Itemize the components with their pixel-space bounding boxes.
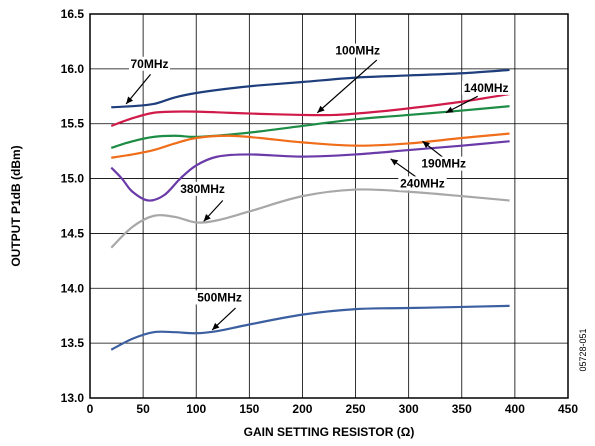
x-tick-label: 50 — [136, 402, 150, 416]
series-line-70mhz — [111, 68, 510, 109]
series-line-100mhz — [110, 93, 510, 127]
pointer-arrowhead-380mhz — [203, 214, 211, 222]
x-tick-label: 150 — [239, 402, 259, 416]
pointer-arrowhead-500mhz — [212, 322, 220, 330]
series-label-bg-380mhz — [178, 181, 227, 196]
series-label-70mhz: 70MHz — [130, 57, 168, 71]
series-label-500mhz: 500MHz — [197, 290, 242, 304]
x-tick-label: 450 — [558, 402, 578, 416]
series-label-bg-500mhz — [195, 290, 244, 305]
pointer-arrowhead-190mhz — [422, 141, 430, 149]
y-tick-label: 15.0 — [61, 172, 85, 186]
figure-id: 05728-051 — [578, 328, 588, 371]
series-label-190mhz: 190MHz — [421, 157, 466, 171]
series-layer — [110, 68, 510, 351]
series-line-240mhz — [110, 140, 510, 202]
series-label-bg-190mhz — [419, 156, 468, 171]
pointer-arrowhead-70mhz — [126, 96, 134, 104]
x-tick-label: 200 — [292, 402, 312, 416]
y-tick-label: 16.0 — [61, 62, 85, 76]
series-line-500mhz — [110, 304, 510, 351]
y-tick-label: 13.5 — [61, 336, 85, 350]
y-tick-label: 14.5 — [61, 226, 85, 240]
pointer-arrowhead-240mhz — [390, 158, 399, 166]
series-line-380mhz — [110, 188, 510, 249]
x-tick-label: 250 — [346, 402, 366, 416]
plot-frame — [89, 13, 569, 399]
x-tick-label: 400 — [505, 402, 525, 416]
y-axis-label: OUTPUT P1dB (dBm) — [9, 145, 23, 266]
series-label-bg-140mhz — [462, 80, 511, 95]
series-label-100mhz: 100MHz — [335, 44, 380, 58]
y-tick-labels: 13.0 13.5 14.0 14.5 15.0 15.5 16.0 16.5 — [61, 7, 85, 405]
x-tick-label: 300 — [399, 402, 419, 416]
y-tick-label: 15.5 — [61, 117, 85, 131]
x-tick-label: 100 — [186, 402, 206, 416]
pointer-arrowhead-100mhz — [317, 105, 325, 113]
series-label-140mhz: 140MHz — [464, 81, 509, 95]
series-label-bg-70mhz — [128, 56, 170, 71]
x-tick-labels: 0 50 100 150 200 250 300 350 400 450 — [87, 402, 579, 416]
series-line-190mhz — [111, 132, 510, 159]
x-tick-label: 350 — [452, 402, 472, 416]
series-label-380mhz: 380MHz — [180, 182, 225, 196]
y-tick-label: 13.0 — [61, 391, 85, 405]
series-line-140mhz — [110, 105, 510, 149]
y-tick-label: 16.5 — [61, 7, 85, 21]
series-label-bg-100mhz — [333, 43, 382, 58]
x-axis-label: GAIN SETTING RESISTOR (Ω) — [244, 425, 415, 439]
x-tick-label: 0 — [87, 402, 94, 416]
pointer-arrowhead-140mhz — [445, 106, 454, 113]
pointer-100mhz — [316, 59, 378, 114]
series-labels: 70MHz 100MHz 140MHz 190MHz 240MHz 380MHz 500MH… — [125, 43, 511, 331]
series-label-bg-240mhz — [398, 176, 447, 191]
series-label-240mhz: 240MHz — [400, 176, 445, 190]
y-tick-label: 14.0 — [61, 281, 85, 295]
